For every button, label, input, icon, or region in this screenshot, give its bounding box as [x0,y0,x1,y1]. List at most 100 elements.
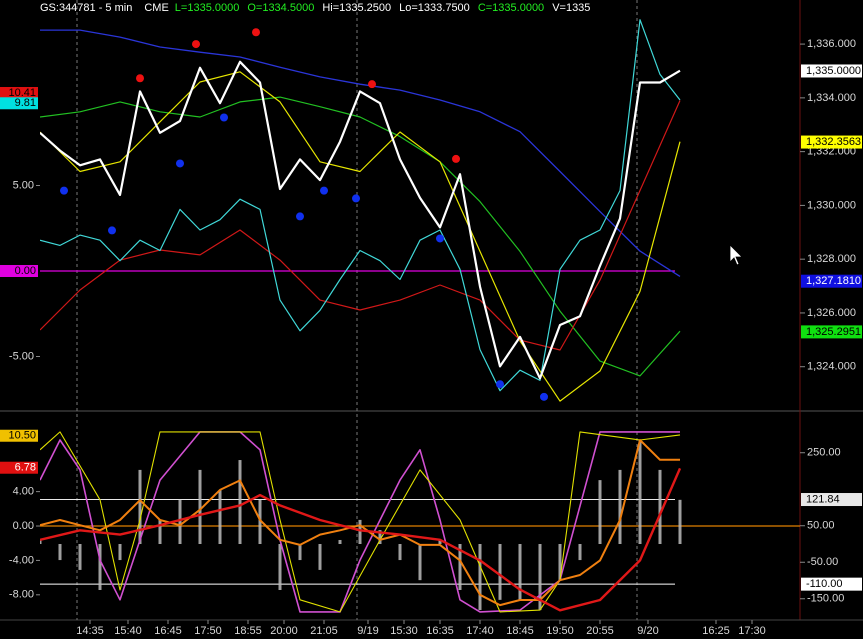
histogram-bar [198,469,202,544]
x-tick-label: 15:40 [114,625,142,637]
series-line [40,60,681,380]
histogram-bar [338,539,342,544]
pivot-dot [320,186,328,195]
y2-tick-label: 1,336.000 [807,38,856,50]
x-tick-label: 20:55 [586,625,614,637]
x-tick-label: 19:50 [546,625,574,637]
exchange-label: CME [144,2,168,14]
x-tick-label: 16:45 [154,625,182,637]
histogram-bar [658,469,662,544]
value-marker [801,325,862,339]
y2-tick-label: 50.00 [807,520,835,532]
x-tick-label: 15:30 [390,625,418,637]
y-tick-label: 4.00 [13,486,34,498]
panel-plot [40,431,800,613]
quote-value: O=1334.5000 [247,2,314,14]
histogram-bar [138,469,142,544]
series-line [40,439,680,607]
histogram-bar [458,543,462,590]
histogram-bar [178,499,182,544]
value-marker [801,135,862,149]
histogram-bar [298,543,302,561]
histogram-bar [518,543,522,600]
pivot-dot [220,113,228,122]
y2-tick-label: 1,330.000 [807,199,856,211]
histogram-bar [478,543,482,611]
histogram-bar [438,539,442,544]
y-tick-label: -4.00 [9,554,34,566]
y2-tick-label: 250.00 [807,447,841,459]
x-tick-label: 16:25 [702,625,730,637]
x-tick-label: 17:50 [194,625,222,637]
value-marker [0,264,38,277]
histogram-bar [40,539,42,544]
quote-value: L=1335.0000 [175,2,240,14]
panel-plot [40,19,681,402]
y2-tick-label: 1,328.000 [807,253,856,265]
series-line [40,100,681,351]
mouse-cursor [729,244,743,266]
value-marker [0,97,38,110]
y2-tick-label: 1,326.000 [807,307,856,319]
value-marker-label: 6.78 [15,462,36,474]
value-marker-label: 10.41 [8,87,36,99]
pivot-dot [496,380,504,389]
x-tick-label: 16:35 [426,625,454,637]
value-marker-label: 1,327.1810 [806,275,861,287]
histogram-bar [118,543,122,561]
x-tick-label: 21:05 [310,625,338,637]
x-tick-label: 17:30 [738,625,766,637]
value-marker-label: 1,325.2951 [806,326,861,338]
series-line [40,431,681,613]
histogram-bar [638,439,642,544]
histogram-bar [278,543,282,590]
histogram-bar [158,519,162,544]
value-marker-label: 121.84 [806,493,840,505]
value-marker [0,461,38,474]
histogram-bar [258,499,262,544]
value-marker [801,64,862,78]
y2-tick-label: -150.00 [807,593,844,605]
histogram-bar [418,543,422,581]
quote-value: Hi=1335.2500 [322,2,391,14]
pivot-dot [540,392,548,401]
quote-value: C=1335.0000 [478,2,544,14]
x-tick-label: 14:35 [76,625,104,637]
value-marker-label: 1,335.0000 [806,65,861,77]
x-tick-label: 9/19 [357,625,378,637]
histogram-bar [78,543,82,570]
x-tick-label: 9/20 [637,625,658,637]
value-marker [801,493,862,507]
pivot-dot [368,80,376,89]
x-tick-label: 20:00 [270,625,298,637]
pivot-dot [192,40,200,49]
series-line [40,467,682,612]
y2-tick-label: -50.00 [807,556,838,568]
y2-tick-label: 1,324.000 [807,361,856,373]
x-tick-label: 18:45 [506,625,534,637]
series-line [40,71,681,402]
histogram-bar [98,543,102,590]
pivot-dot [60,186,68,195]
series-line [40,431,680,613]
quote-value: Lo=1333.7500 [399,2,470,14]
histogram-bar [318,543,322,570]
value-marker-label: 10.50 [8,430,36,442]
histogram-bar [238,460,242,544]
pivot-dot [296,212,304,221]
y-tick-label: 5.00 [13,179,34,191]
pivot-dot [108,226,116,235]
value-marker [801,577,862,591]
histogram-bar [398,543,402,561]
histogram-bar [578,543,582,561]
value-marker-label: 0.00 [15,265,36,277]
histogram-bar [598,480,602,544]
histogram-bar [678,499,682,544]
histogram-bar [358,519,362,544]
pivot-dot [136,74,144,83]
symbol-title: GS:344781 - 5 min [40,2,132,14]
series-line [40,29,681,277]
